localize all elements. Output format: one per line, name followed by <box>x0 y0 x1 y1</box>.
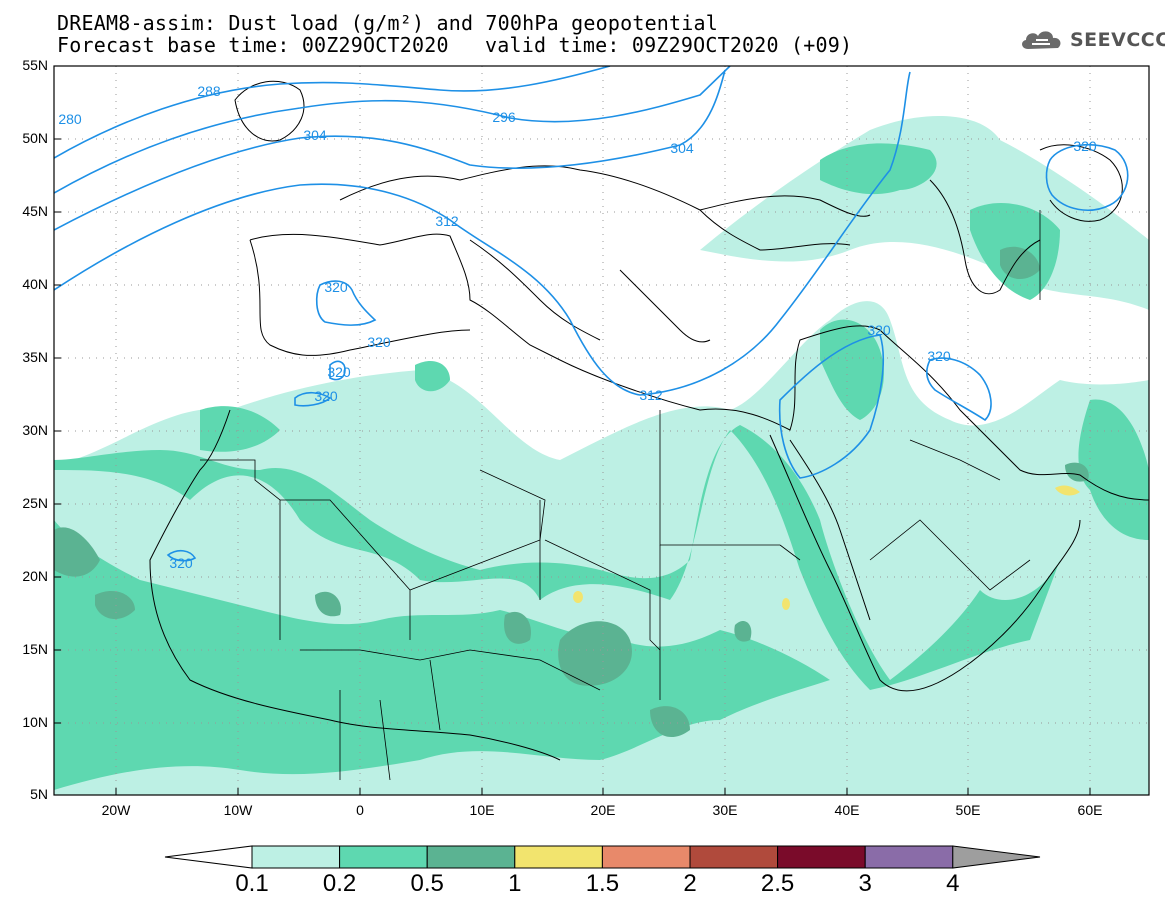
coastlines <box>149 80 1149 761</box>
contour-label: 320 <box>327 364 351 380</box>
lat-label: 20N <box>22 568 48 584</box>
contour-label: 320 <box>867 322 891 338</box>
contour-label: 312 <box>639 387 663 403</box>
lat-label: 35N <box>22 349 48 365</box>
contour-label: 304 <box>670 140 694 156</box>
country-borders <box>200 210 1041 781</box>
contour-label: 320 <box>367 334 391 350</box>
dust-high-shading <box>573 485 1080 610</box>
colorbar-label: 0.2 <box>322 870 357 897</box>
geopotential-contours <box>54 66 1129 562</box>
lat-lon-grid <box>54 66 1149 795</box>
contour-label: 280 <box>58 111 82 127</box>
contour-label: 288 <box>197 83 221 99</box>
colorbar-label: 0.5 <box>410 870 444 897</box>
lat-label: 5N <box>30 786 48 802</box>
logo-text: SEEVCCC <box>1070 29 1165 51</box>
lon-label: 10W <box>223 802 253 818</box>
lon-label: 60E <box>1077 802 1103 818</box>
lon-label: 50E <box>955 802 981 818</box>
lat-label: 50N <box>22 130 48 146</box>
lat-label: 10N <box>22 714 48 730</box>
colorbar-label: 4 <box>946 870 960 897</box>
colorbar-label: 2.5 <box>760 870 795 897</box>
seevccc-logo: SEEVCCC <box>1018 26 1165 54</box>
colorbar-label: 3 <box>858 870 872 897</box>
colorbar-label: 1 <box>508 870 522 897</box>
lat-label: 55N <box>22 57 48 73</box>
lat-label: 40N <box>22 276 48 292</box>
contour-label: 304 <box>303 127 327 143</box>
lat-label: 25N <box>22 495 48 511</box>
lat-label: 30N <box>22 422 48 438</box>
contour-label: 312 <box>435 213 459 229</box>
cloud-icon <box>1022 31 1061 49</box>
map-title: DREAM8-assim: Dust load (g/m²) and 700hP… <box>57 11 719 35</box>
lon-label: 10E <box>469 802 495 818</box>
lat-label: 45N <box>22 203 48 219</box>
contour-label: 320 <box>927 348 951 364</box>
lon-label: 20W <box>101 802 131 818</box>
lon-label: 30E <box>712 802 738 818</box>
valid-time: valid time: 09Z29OCT2020 (+09) <box>485 33 853 57</box>
lon-label: 40E <box>834 802 860 818</box>
contour-label: 320 <box>314 388 338 404</box>
contour-label: 320 <box>324 279 348 295</box>
contour-label: 320 <box>1073 138 1097 154</box>
colorbar-label: 2 <box>683 870 697 897</box>
colorbar-label: 0.1 <box>235 870 269 897</box>
colorbar <box>164 845 1041 869</box>
lon-label: 0 <box>356 802 364 818</box>
contour-label: 296 <box>492 109 516 125</box>
lat-label: 15N <box>22 641 48 657</box>
forecast-base-time: Forecast base time: 00Z29OCT2020 <box>57 33 449 57</box>
contour-label: 320 <box>169 555 193 571</box>
lon-label: 20E <box>590 802 616 818</box>
colorbar-label: 1.5 <box>585 870 620 897</box>
contour-labels: 280 288 296 304 304 312 312 320 320 320 … <box>58 83 1097 571</box>
